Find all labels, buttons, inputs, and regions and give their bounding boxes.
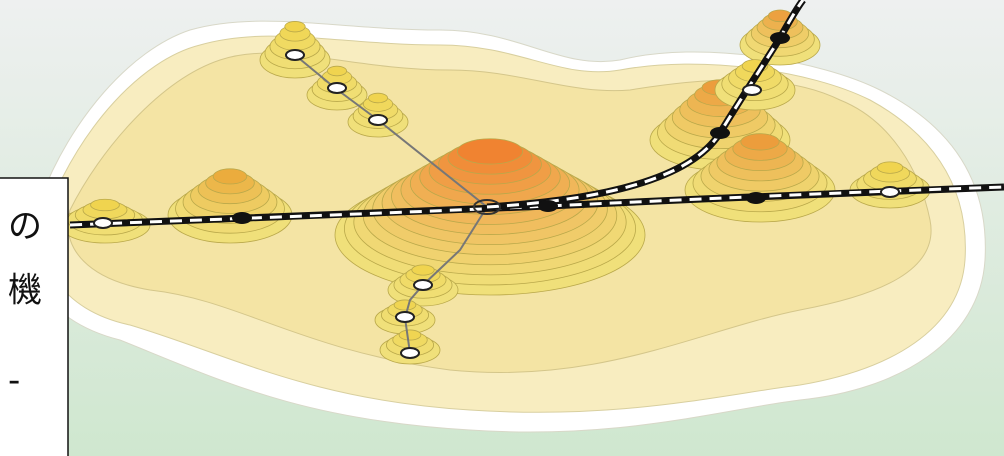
text-line: - — [8, 361, 20, 401]
cone-layer — [740, 133, 780, 151]
cone-layer — [212, 168, 248, 185]
cone-layer — [326, 65, 347, 77]
cones — [59, 9, 931, 365]
cone-layer — [411, 264, 435, 276]
station-major — [232, 212, 252, 224]
cone-layer — [456, 138, 524, 165]
station-open — [742, 84, 762, 96]
stations — [93, 32, 900, 359]
text-box — [0, 177, 69, 456]
cone-layer — [876, 161, 904, 174]
station-major — [710, 127, 730, 139]
text-line: 機 — [8, 271, 42, 311]
station-open — [880, 186, 900, 198]
station-open — [285, 49, 305, 61]
station-open — [93, 217, 113, 229]
station-major — [538, 200, 558, 212]
station-open — [400, 347, 420, 359]
station-open — [395, 311, 415, 323]
station-open — [368, 114, 388, 126]
cone-layer — [398, 329, 422, 341]
rail-dash — [486, 0, 805, 209]
text-line: の — [8, 207, 42, 247]
cone-layer — [284, 21, 306, 33]
station-major — [746, 192, 766, 204]
central-station — [473, 199, 501, 215]
station-open — [413, 279, 433, 291]
station-open — [327, 82, 347, 94]
cone-layer — [393, 299, 417, 311]
station-major — [770, 32, 790, 44]
cone-layer — [90, 198, 120, 212]
cone-layer — [367, 92, 388, 104]
